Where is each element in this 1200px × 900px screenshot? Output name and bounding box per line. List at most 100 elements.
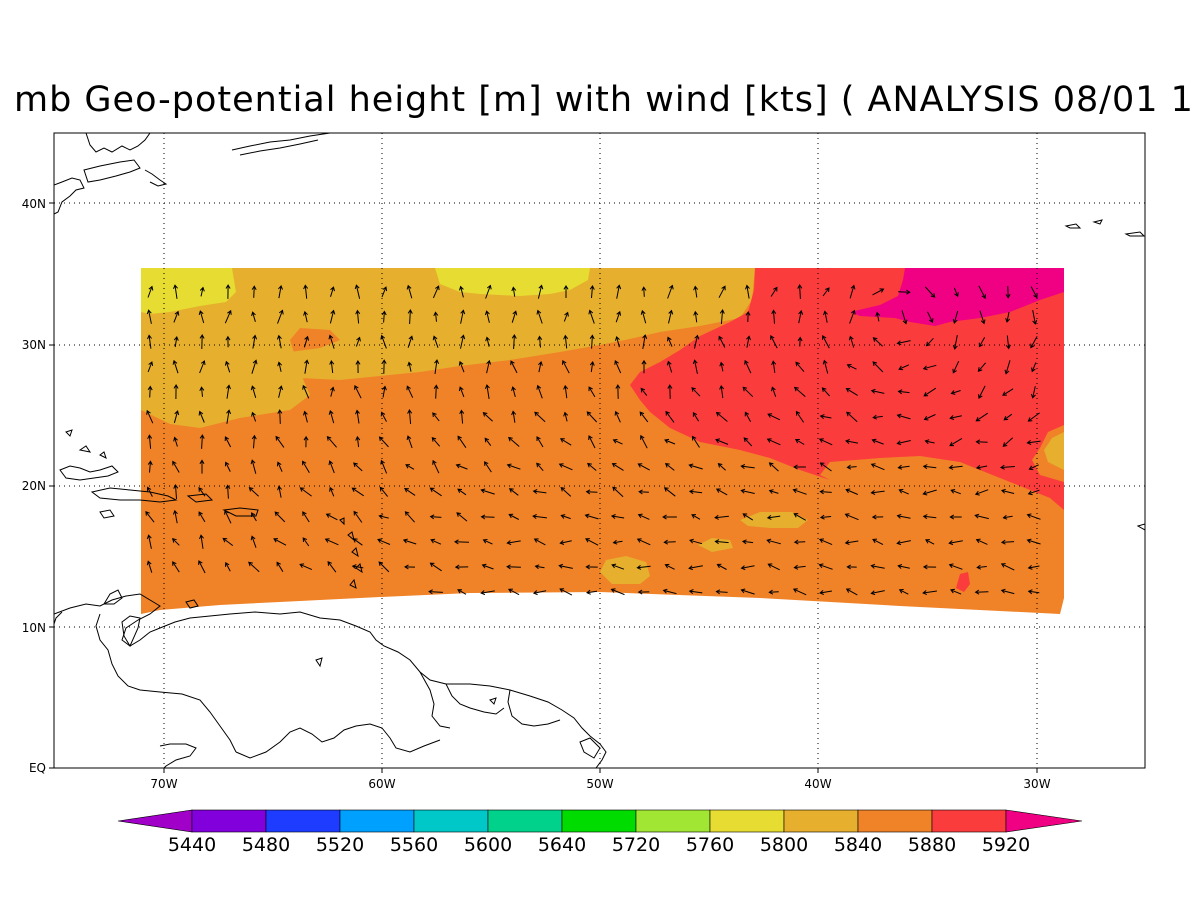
wind-arrow-icon bbox=[355, 435, 361, 448]
wind-arrow-icon bbox=[922, 489, 937, 496]
wind-arrow-icon bbox=[303, 310, 308, 323]
wind-arrow-icon bbox=[610, 588, 625, 596]
wind-arrow-icon bbox=[875, 311, 881, 322]
wind-arrow-icon bbox=[147, 434, 153, 449]
wind-arrow-icon bbox=[328, 334, 335, 349]
wind-arrow-icon bbox=[586, 589, 598, 595]
wind-arrow-icon bbox=[767, 413, 781, 421]
wind-arrow-icon bbox=[250, 535, 257, 548]
wind-arrow-icon bbox=[430, 538, 442, 545]
wind-arrow-icon bbox=[302, 537, 310, 547]
wind-arrow-icon bbox=[355, 336, 361, 347]
wind-arrow-icon bbox=[302, 384, 310, 399]
wind-arrow-icon bbox=[589, 334, 595, 349]
wind-arrow-icon bbox=[251, 311, 256, 322]
wind-arrow-icon bbox=[719, 309, 725, 325]
wind-arrow-icon bbox=[797, 336, 803, 347]
wind-arrow-icon bbox=[199, 360, 206, 374]
wind-arrow-icon bbox=[948, 464, 963, 470]
wind-arrow-icon bbox=[560, 486, 572, 497]
wind-arrow-icon bbox=[146, 534, 152, 549]
wind-vectors bbox=[145, 284, 1041, 596]
wind-arrow-icon bbox=[768, 589, 779, 595]
wind-arrow-icon bbox=[457, 435, 467, 448]
wind-arrow-icon bbox=[1030, 386, 1036, 399]
wind-arrow-icon bbox=[667, 384, 673, 399]
wind-arrow-icon bbox=[1000, 464, 1016, 470]
wind-arrow-icon bbox=[925, 337, 934, 347]
wind-arrow-icon bbox=[251, 411, 257, 422]
wind-arrow-icon bbox=[378, 514, 389, 520]
wind-arrow-icon bbox=[432, 335, 439, 348]
wind-arrow-icon bbox=[224, 461, 231, 472]
wind-arrow-icon bbox=[798, 309, 804, 324]
wind-arrow-icon bbox=[563, 411, 569, 422]
band-5840-east bbox=[1044, 432, 1064, 470]
wind-arrow-icon bbox=[719, 384, 725, 399]
wind-arrow-icon bbox=[768, 462, 779, 472]
wind-arrow-icon bbox=[978, 385, 986, 399]
wind-arrow-icon bbox=[585, 564, 598, 570]
wind-arrow-icon bbox=[559, 438, 572, 446]
wind-arrow-icon bbox=[276, 334, 282, 349]
wind-arrow-icon bbox=[431, 436, 441, 447]
wind-arrow-icon bbox=[459, 409, 465, 424]
colorbar bbox=[117, 809, 1083, 833]
wind-arrow-icon bbox=[846, 564, 857, 570]
wind-arrow-icon bbox=[146, 560, 153, 573]
wind-arrow-icon bbox=[1028, 464, 1039, 471]
wind-arrow-icon bbox=[846, 364, 857, 370]
x-tick-label: 50W bbox=[586, 777, 613, 791]
colorbar-swatch bbox=[857, 809, 933, 833]
colorbar-swatch bbox=[931, 809, 1007, 833]
wind-arrow-icon bbox=[585, 489, 598, 495]
wind-arrow-icon bbox=[351, 564, 364, 570]
wind-arrow-icon bbox=[173, 436, 178, 447]
wind-arrow-icon bbox=[560, 514, 571, 520]
wind-arrow-icon bbox=[402, 538, 417, 545]
wind-arrow-icon bbox=[691, 435, 700, 448]
wind-arrow-icon bbox=[457, 488, 467, 496]
band-5840 bbox=[141, 268, 755, 428]
wind-arrow-icon bbox=[378, 561, 390, 573]
wind-arrow-icon bbox=[745, 311, 751, 323]
wind-arrow-icon bbox=[1005, 286, 1011, 299]
wind-arrow-icon bbox=[616, 284, 622, 299]
wind-arrow-icon bbox=[381, 310, 387, 323]
wind-arrow-icon bbox=[746, 335, 751, 348]
wind-arrow-icon bbox=[768, 489, 779, 494]
wind-arrow-icon bbox=[559, 540, 572, 545]
wind-arrow-icon bbox=[508, 513, 520, 520]
wind-arrow-icon bbox=[741, 539, 754, 545]
wind-arrow-icon bbox=[662, 514, 677, 520]
wind-arrow-icon bbox=[404, 564, 416, 570]
wind-arrow-icon bbox=[303, 435, 309, 448]
colorbar-label: 5640 bbox=[538, 834, 586, 856]
wind-arrow-icon bbox=[277, 485, 282, 498]
wind-arrow-icon bbox=[532, 590, 547, 596]
wind-arrow-icon bbox=[948, 540, 963, 546]
wind-arrow-icon bbox=[380, 411, 387, 422]
colorbar-swatch bbox=[487, 809, 563, 833]
wind-arrow-icon bbox=[897, 564, 910, 569]
wind-arrow-icon bbox=[766, 538, 781, 545]
wind-arrow-icon bbox=[664, 463, 675, 471]
y-tick-label: 20N bbox=[22, 479, 46, 493]
wind-arrow-icon bbox=[845, 388, 858, 396]
wind-arrow-icon bbox=[173, 310, 180, 323]
wind-arrow-icon bbox=[663, 539, 676, 545]
wind-arrow-icon bbox=[432, 285, 440, 299]
wind-arrow-icon bbox=[922, 464, 937, 470]
wind-arrow-icon bbox=[1027, 489, 1040, 496]
wind-arrow-icon bbox=[563, 285, 569, 298]
wind-arrow-icon bbox=[485, 336, 491, 347]
colorbar-label: 5720 bbox=[612, 834, 660, 856]
wind-arrow-icon bbox=[664, 438, 676, 445]
wind-arrow-icon bbox=[432, 459, 440, 474]
wind-arrow-icon bbox=[584, 513, 599, 520]
wind-arrow-icon bbox=[147, 361, 154, 373]
wind-arrow-icon bbox=[248, 487, 259, 497]
wind-arrow-icon bbox=[974, 589, 989, 595]
wind-arrow-icon bbox=[172, 509, 178, 524]
wind-arrow-icon bbox=[302, 460, 310, 473]
